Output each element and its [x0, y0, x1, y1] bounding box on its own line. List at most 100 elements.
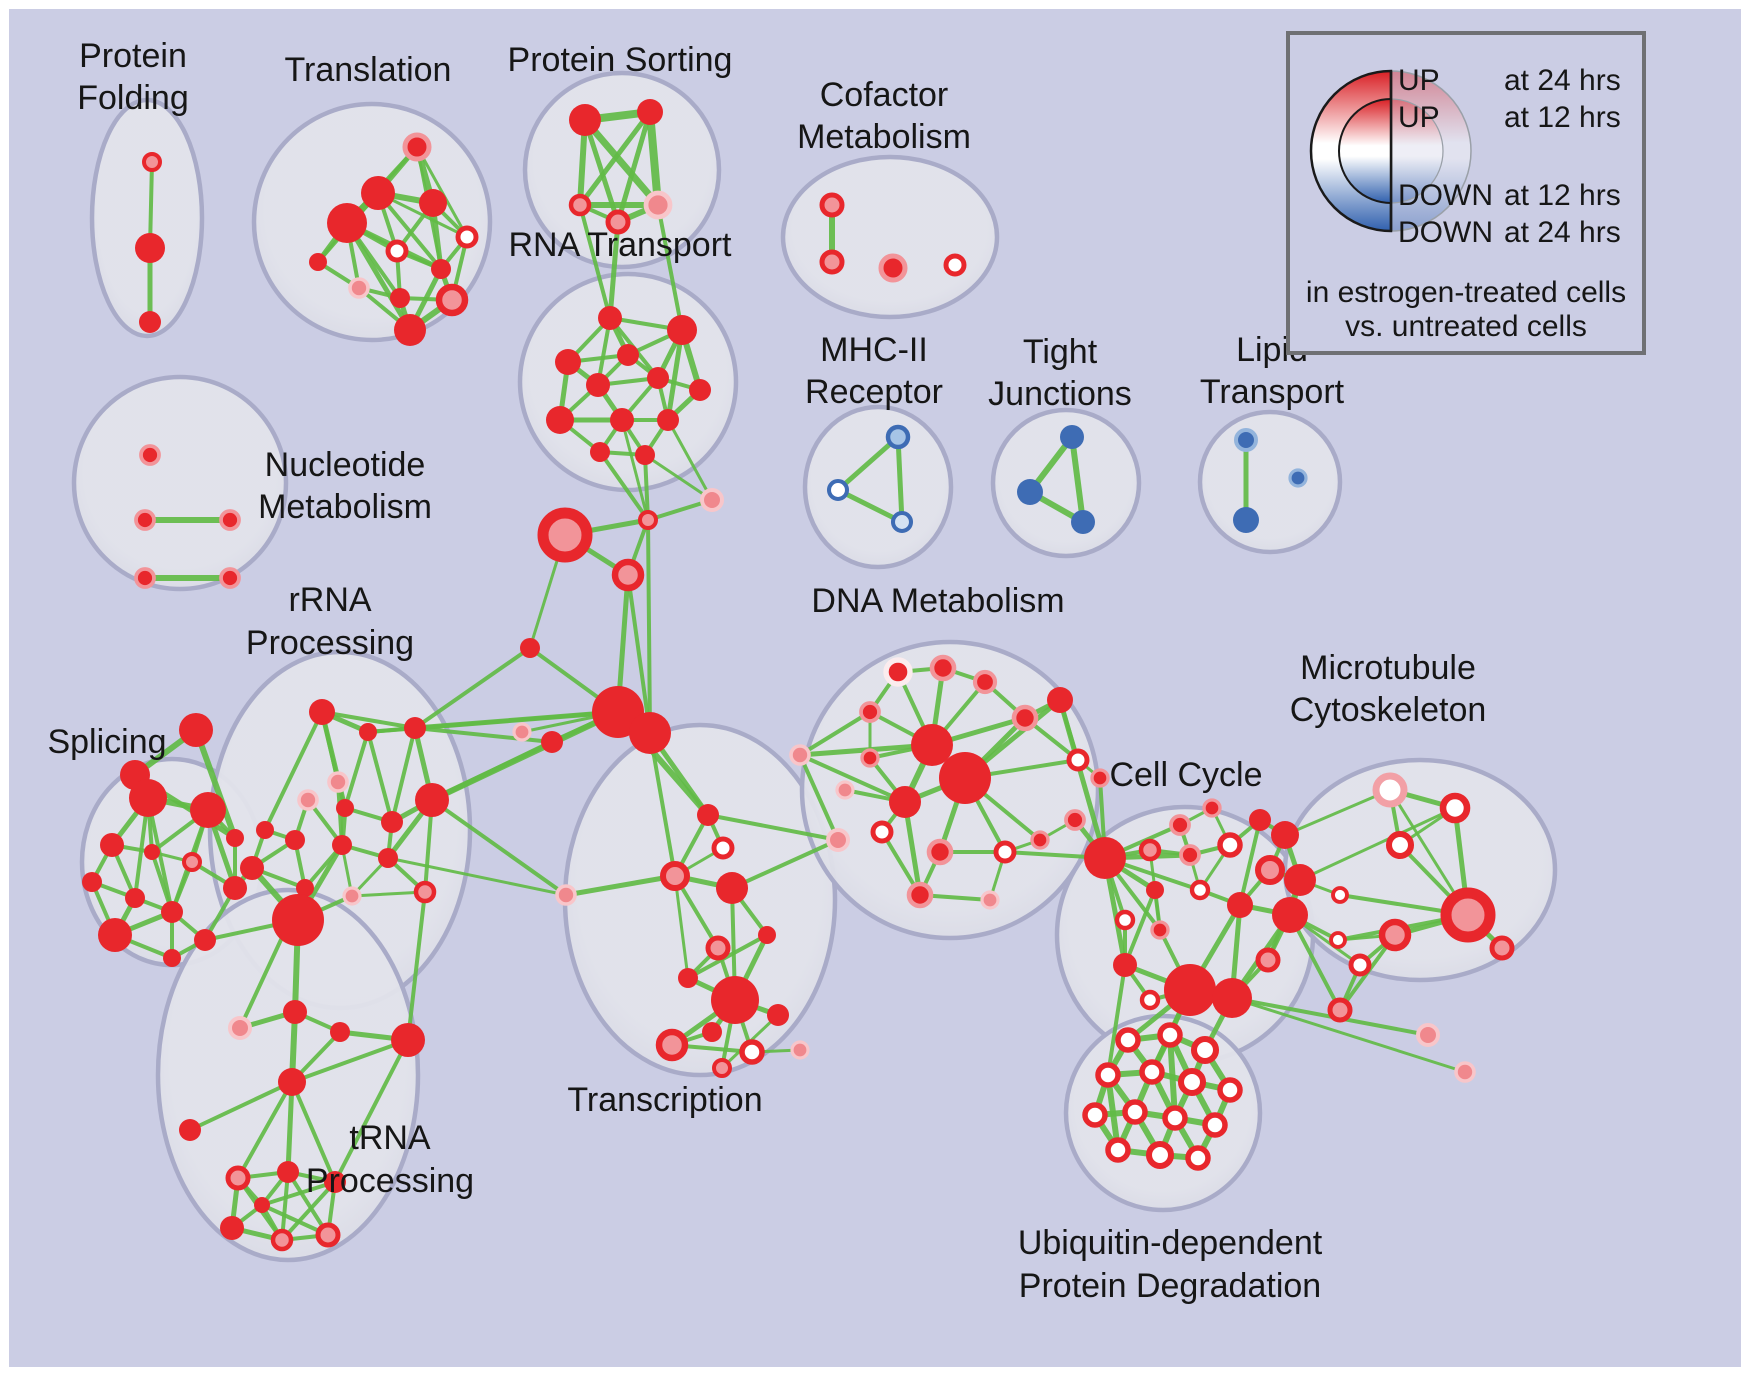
edge-c7-m1	[1283, 788, 1392, 837]
gene-node-u6	[315, 1222, 341, 1248]
edge-r12-sm1	[643, 453, 650, 522]
gene-node-x8	[705, 935, 731, 961]
gene-node-r2	[667, 315, 697, 345]
gene-node-t9	[390, 288, 410, 308]
legend-note-line2: vs. untreated cells	[1345, 310, 1587, 343]
gene-node-c3	[1138, 838, 1162, 862]
cluster-bubble-nucleotide-metabolism	[71, 374, 289, 592]
edge-s2-s5	[646, 108, 662, 209]
edge-k4-k5	[290, 1038, 410, 1084]
gene-node-g3	[226, 829, 244, 847]
gene-node-d11	[1090, 768, 1110, 788]
edge-s4-r1	[607, 219, 621, 321]
gene-node-p7	[125, 888, 145, 908]
gene-node-d19	[906, 881, 934, 909]
gene-node-x1	[697, 804, 719, 826]
gene-node-q6	[336, 799, 354, 817]
edge-u3-u5	[280, 1180, 337, 1242]
cluster-bubble-tight-junctions	[990, 407, 1142, 559]
gene-node-d10	[1066, 748, 1090, 772]
legend-direction-1: UP	[1398, 64, 1440, 97]
edge-x4-x6	[730, 838, 840, 890]
gene-node-r9	[610, 408, 634, 432]
gene-node-k5	[278, 1068, 306, 1096]
cluster-label-lipid-transport-line2: Transport	[1200, 373, 1345, 411]
edge-bn1-q3	[413, 726, 554, 744]
cluster-label-translation-line1: Translation	[285, 51, 452, 89]
gene-node-k3	[330, 1022, 350, 1042]
nodes-layer	[82, 99, 1515, 1252]
gene-node-k4	[391, 1023, 425, 1057]
gene-node-lc1	[789, 744, 811, 766]
cluster-label-mhc-ii-receptor-line1: MHC-II	[820, 331, 928, 369]
gene-node-pf1	[142, 152, 162, 172]
gene-node-p11	[223, 876, 247, 900]
gene-node-c6	[1249, 809, 1271, 831]
gene-node-p4	[82, 872, 102, 892]
gene-node-p9	[161, 901, 183, 923]
legend-direction-3: DOWN	[1398, 179, 1493, 212]
gene-node-d20	[980, 890, 1000, 910]
cluster-label-trna-processing-line2: Processing	[306, 1162, 474, 1200]
gene-node-nm2	[134, 509, 156, 531]
gene-node-t11	[394, 314, 426, 346]
gene-node-c19	[1139, 989, 1161, 1011]
edge-x3-x9	[673, 874, 690, 980]
gene-node-v8	[1082, 1102, 1108, 1128]
gene-node-r7	[689, 379, 711, 401]
gene-node-v11	[1202, 1112, 1228, 1138]
edge-r11-sm1	[598, 450, 650, 522]
gene-node-q14	[296, 879, 314, 897]
edge-s1-s5	[581, 116, 662, 209]
gene-node-d5	[911, 724, 953, 766]
gene-node-c2	[1202, 798, 1222, 818]
gene-node-d12	[860, 748, 880, 768]
gene-node-v5	[1139, 1059, 1165, 1085]
gene-node-r3	[555, 349, 581, 375]
gene-node-x7	[758, 926, 776, 944]
edge-mn1-hub2	[626, 573, 652, 735]
gene-node-nm3	[219, 509, 241, 531]
edge-q7-x5	[430, 798, 568, 897]
edge-c16-v4	[1106, 963, 1127, 1077]
gene-node-f4	[943, 253, 967, 277]
gene-node-m5	[1378, 918, 1412, 952]
gene-node-m2	[1439, 792, 1471, 824]
gene-node-v10	[1162, 1105, 1188, 1131]
gene-node-s3	[568, 193, 592, 217]
gene-node-c18	[1212, 978, 1252, 1018]
gene-node-v13	[1145, 1140, 1175, 1170]
cluster-label-cell-cycle-line1: Cell Cycle	[1109, 756, 1262, 794]
gene-node-q12	[413, 880, 437, 904]
gene-node-c10	[1146, 881, 1164, 899]
cluster-bubble-mhc-ii-receptor	[802, 404, 954, 570]
cluster-label-nucleotide-metabolism-line2: Metabolism	[258, 488, 432, 526]
edge-s3-r1	[578, 203, 612, 320]
gene-node-pk1	[512, 722, 532, 742]
gene-node-x16	[712, 1058, 732, 1078]
gene-node-x2	[711, 836, 735, 860]
edge-s2-s3	[577, 109, 653, 208]
gene-node-p8	[98, 918, 132, 952]
edge-lc1-d4	[798, 710, 872, 757]
gene-node-c4	[1179, 844, 1201, 866]
cluster-bubble-cofactor-metabolism	[780, 154, 1000, 320]
gene-node-u3	[324, 1171, 346, 1193]
gene-node-f2	[819, 249, 845, 275]
gene-node-p3	[100, 833, 124, 857]
gene-node-v7	[1217, 1077, 1243, 1103]
gene-node-nm1	[139, 444, 161, 466]
gene-node-pf3	[139, 311, 161, 333]
gene-node-d15	[926, 838, 954, 866]
gene-node-v4	[1095, 1062, 1121, 1088]
gene-node-p5	[144, 844, 160, 860]
gene-node-j1	[885, 424, 911, 450]
edge-x7-x9	[686, 933, 769, 980]
cluster-label-nucleotide-metabolism-line1: Nucleotide	[265, 446, 426, 484]
gene-node-x9	[678, 968, 698, 988]
gene-node-d1	[883, 657, 913, 687]
legend: UP at 24 hrs UP at 12 hrs DOWN at 12 hrs DOWN a…	[1286, 31, 1646, 355]
gene-node-c16	[1113, 953, 1137, 977]
